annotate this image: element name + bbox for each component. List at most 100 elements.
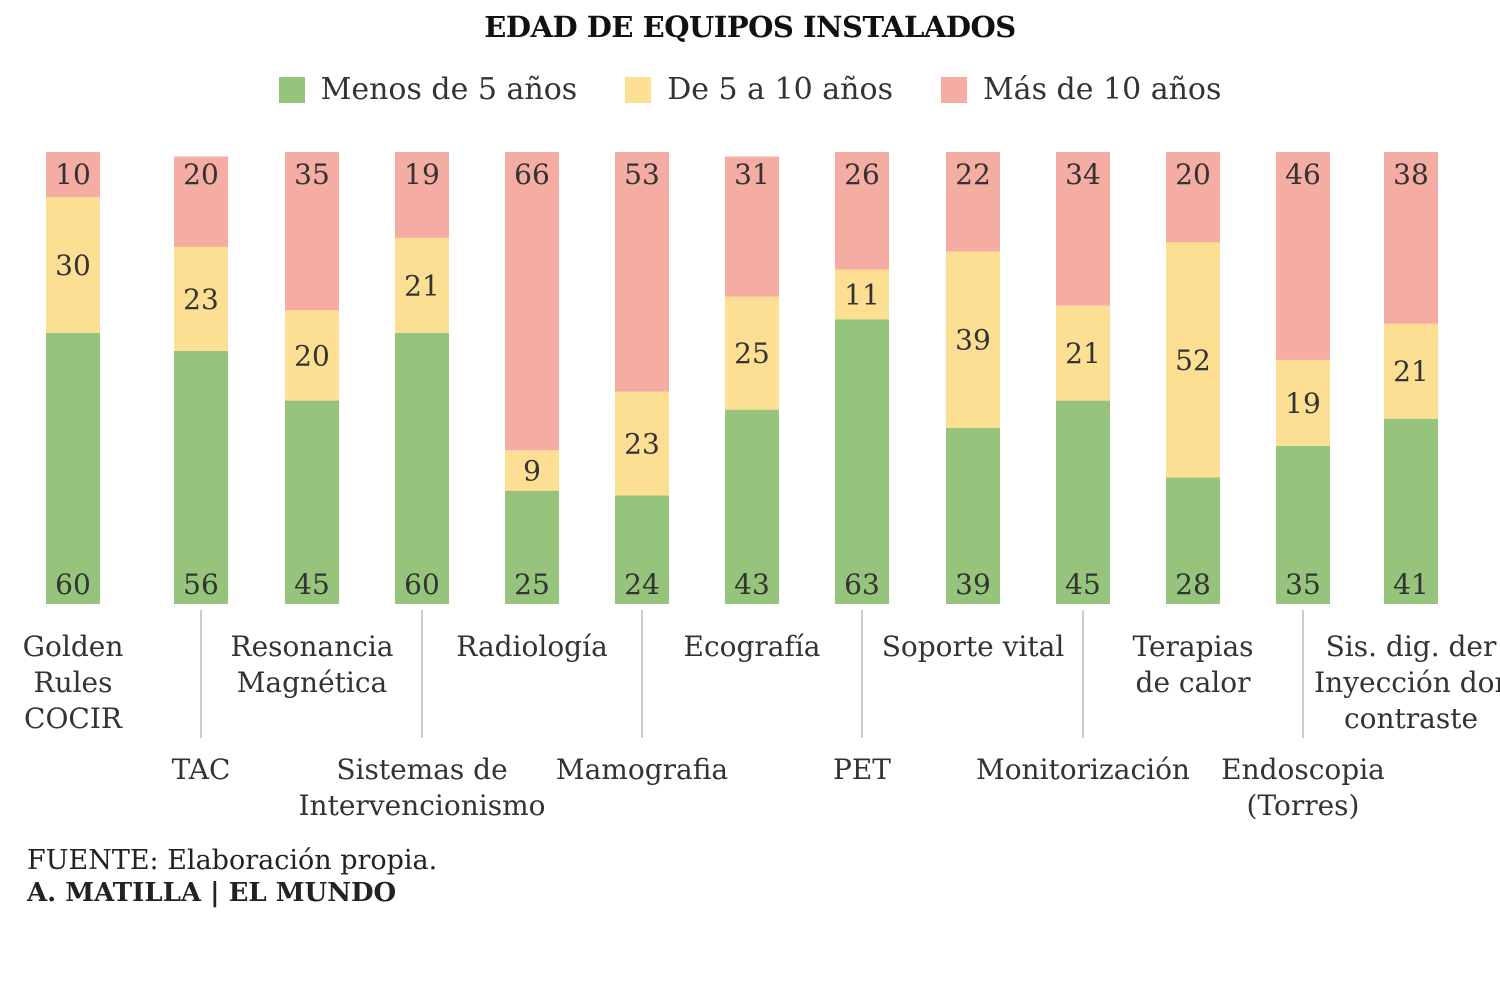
bar-segment — [946, 251, 1000, 428]
category-label: de calor — [1136, 666, 1252, 699]
data-label: 25 — [734, 337, 770, 370]
data-label: 45 — [1065, 568, 1101, 601]
data-label: 66 — [514, 158, 550, 191]
data-label: 9 — [523, 455, 541, 488]
bar-segment — [1056, 400, 1110, 604]
data-label: 10 — [55, 158, 91, 191]
category-label: Rules — [33, 666, 112, 699]
legend-label-over-10: Más de 10 años — [982, 72, 1222, 107]
source-label: FUENTE: — [27, 845, 159, 876]
bar-segment — [725, 409, 779, 604]
bar-segment — [615, 391, 669, 496]
data-label: 39 — [955, 324, 991, 357]
source-text: Elaboración propia. — [158, 845, 438, 876]
category-label: Mamografia — [556, 753, 728, 786]
legend-swatch-5-to-10 — [625, 76, 652, 103]
data-label: 38 — [1393, 158, 1429, 191]
footer: FUENTE: Elaboración propia. A. MATILLA |… — [27, 845, 437, 908]
bar-segment — [505, 152, 559, 451]
category-label: PET — [833, 753, 891, 786]
data-label: 24 — [624, 568, 660, 601]
bar-segment — [505, 450, 559, 491]
bar-segment — [46, 152, 100, 198]
category-label: Sis. dig. der — [1326, 630, 1497, 663]
data-label: 20 — [294, 339, 330, 372]
data-label: 60 — [55, 568, 91, 601]
bar-segment — [174, 350, 228, 604]
chart-title: EDAD DE EQUIPOS INSTALADOS — [484, 10, 1016, 44]
data-label: 21 — [1393, 355, 1429, 388]
data-label: 45 — [294, 568, 330, 601]
category-label: Monitorización — [976, 753, 1190, 786]
data-label: 23 — [183, 283, 219, 316]
legend-swatch-over-10 — [940, 76, 967, 103]
data-label: 20 — [183, 158, 219, 191]
category-label: Inyección dor — [1314, 666, 1500, 699]
data-label: 11 — [844, 278, 880, 311]
bar-segment — [1166, 242, 1220, 478]
category-label: Intervencionismo — [299, 789, 546, 822]
bar-segment — [174, 156, 228, 247]
data-label: 41 — [1393, 568, 1429, 601]
bar-segment — [285, 152, 339, 311]
data-label: 26 — [844, 158, 880, 191]
bar-segment — [725, 156, 779, 297]
legend: Menos de 5 años De 5 a 10 años Más de 10… — [0, 72, 1500, 107]
bar-segment — [1056, 152, 1110, 306]
legend-swatch-under-5 — [278, 76, 305, 103]
legend-label-5-to-10: De 5 a 10 años — [667, 72, 893, 107]
category-label: Radiología — [456, 630, 608, 663]
bar-segment — [285, 400, 339, 604]
bar-segment — [835, 152, 889, 270]
category-label: Ecografía — [684, 630, 821, 663]
legend-item-5-to-10: De 5 a 10 años — [625, 72, 893, 107]
bar-segment — [615, 152, 669, 392]
bar-segment — [946, 427, 1000, 604]
source-line: FUENTE: Elaboración propia. — [27, 845, 437, 876]
bar-segment — [505, 491, 559, 604]
data-label: 46 — [1285, 158, 1321, 191]
category-label: (Torres) — [1247, 789, 1360, 822]
bar-segment — [1384, 323, 1438, 419]
credit: A. MATILLA | EL MUNDO — [27, 878, 397, 908]
data-label: 30 — [55, 249, 91, 282]
bar-segment — [46, 332, 100, 604]
bar-segment — [395, 237, 449, 333]
bar-segment — [46, 197, 100, 333]
bar-segment — [835, 319, 889, 604]
bar-segment — [174, 246, 228, 351]
category-label: Endoscopia — [1221, 753, 1385, 786]
category-label: COCIR — [24, 702, 123, 735]
data-label: 20 — [1175, 158, 1211, 191]
data-label: 31 — [734, 158, 770, 191]
legend-label-under-5: Menos de 5 años — [320, 72, 578, 107]
data-label: 53 — [624, 158, 660, 191]
data-label: 22 — [955, 158, 991, 191]
bar-segment — [725, 296, 779, 410]
category-label: contraste — [1344, 702, 1478, 735]
bar-segment — [1276, 152, 1330, 360]
data-label: 56 — [183, 568, 219, 601]
legend-item-under-5: Menos de 5 años — [278, 72, 578, 107]
data-label: 63 — [844, 568, 880, 601]
bar-segment — [1166, 152, 1220, 243]
bar-segment — [285, 310, 339, 401]
bar-segment — [1276, 445, 1330, 604]
category-label: TAC — [172, 753, 231, 786]
bar-segment — [395, 332, 449, 604]
category-label: Soporte vital — [882, 630, 1065, 663]
data-label: 35 — [294, 158, 330, 191]
bar-segment — [1276, 359, 1330, 446]
data-label: 28 — [1175, 568, 1211, 601]
category-label: Golden — [23, 630, 124, 663]
bar-segment — [1166, 477, 1220, 604]
category-label: Magnética — [237, 666, 387, 699]
data-label: 34 — [1065, 158, 1101, 191]
data-label: 21 — [1065, 337, 1101, 370]
bar-segment — [946, 152, 1000, 252]
category-label: Terapias — [1132, 630, 1253, 663]
data-label: 23 — [624, 428, 660, 461]
data-label: 52 — [1175, 344, 1211, 377]
data-label: 60 — [404, 568, 440, 601]
